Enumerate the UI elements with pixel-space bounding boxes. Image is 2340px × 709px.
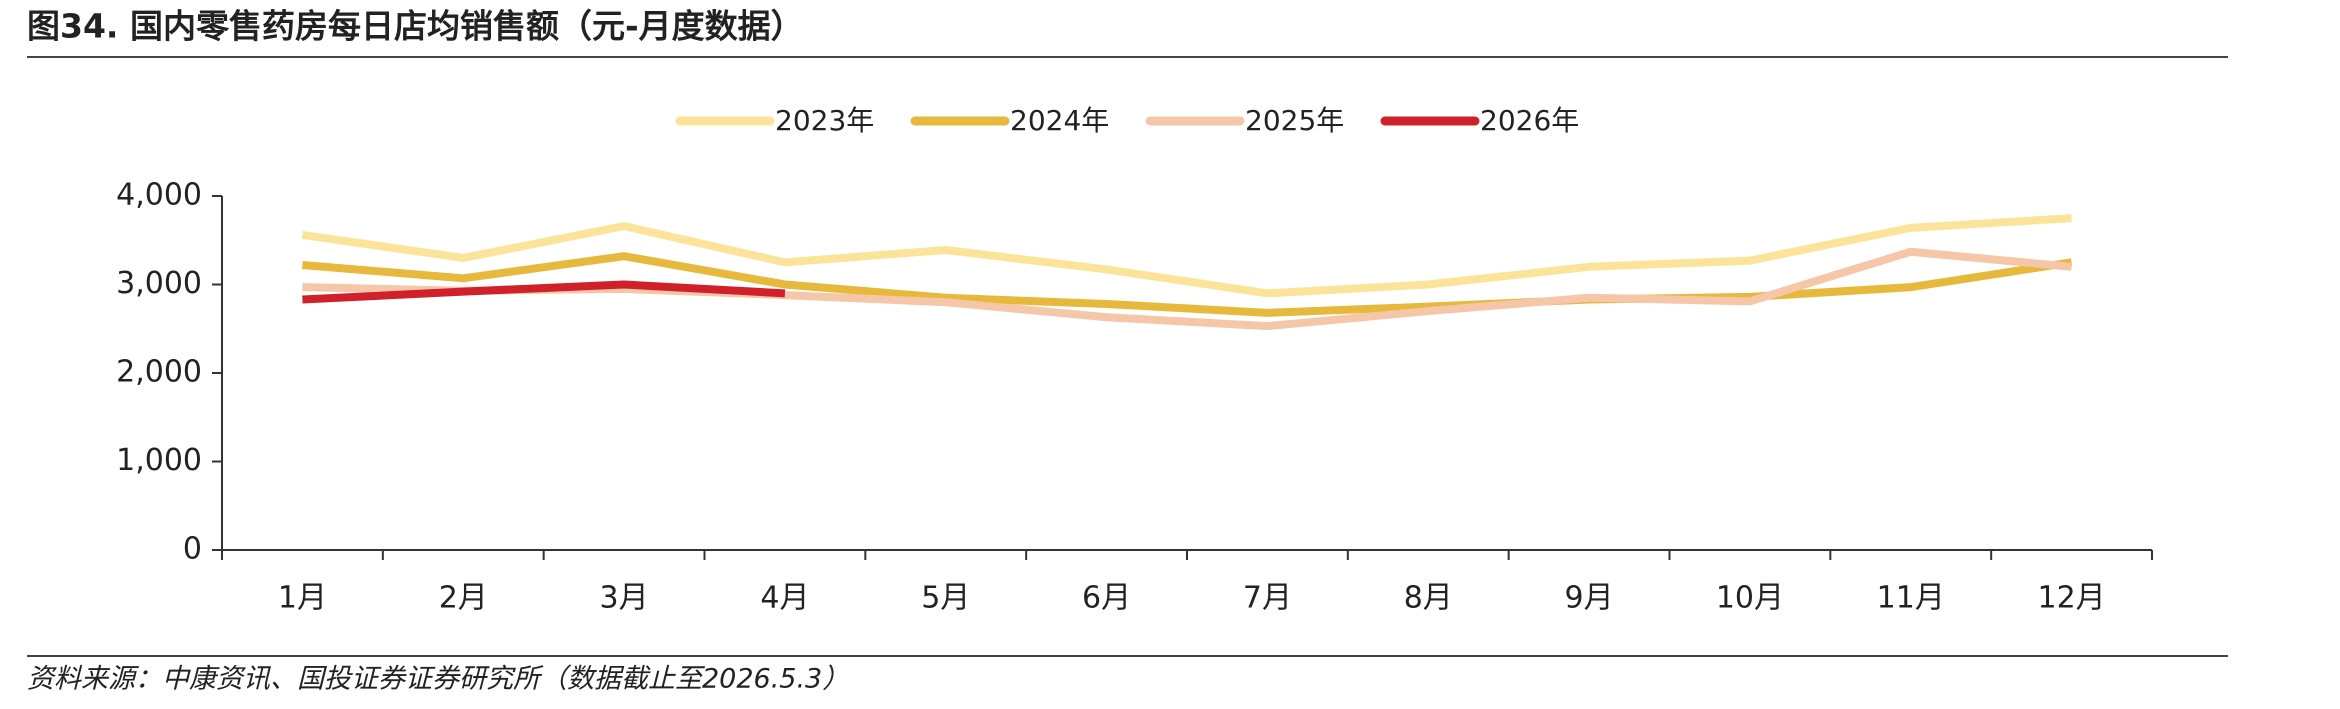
source: 资料来源：中康资讯、国投证券证券研究所（数据截止至2026.5.3） bbox=[27, 664, 849, 695]
x-tick-label: 6月 bbox=[1082, 581, 1131, 616]
x-tick-label: 10月 bbox=[1716, 581, 1784, 616]
x-tick-label: 11月 bbox=[1877, 581, 1945, 616]
x-tick-label: 12月 bbox=[2037, 581, 2105, 616]
x-tick-label: 7月 bbox=[1243, 581, 1292, 616]
x-tick-label: 3月 bbox=[600, 581, 649, 616]
y-tick-label: 3,000 bbox=[116, 266, 202, 301]
x-tick-label: 9月 bbox=[1565, 581, 1614, 616]
x-tick-label: 1月 bbox=[278, 581, 327, 616]
legend-label: 2025年 bbox=[1245, 104, 1344, 137]
x-tick-label: 2月 bbox=[439, 581, 488, 616]
y-tick-label: 4,000 bbox=[116, 178, 202, 213]
y-tick-label: 0 bbox=[183, 532, 202, 567]
y-tick-label: 1,000 bbox=[116, 443, 202, 478]
legend-label: 2024年 bbox=[1010, 104, 1109, 137]
x-tick-label: 4月 bbox=[760, 581, 809, 616]
chart-title: 图34. 国内零售药房每日店均销售额（元-月度数据） bbox=[27, 7, 804, 46]
series-line bbox=[301, 214, 2072, 298]
legend-label: 2026年 bbox=[1480, 104, 1579, 137]
series-line bbox=[302, 280, 786, 304]
y-tick-label: 2,000 bbox=[116, 355, 202, 390]
x-tick-label: 5月 bbox=[921, 581, 970, 616]
legend-label: 2023年 bbox=[775, 104, 874, 137]
x-tick-label: 8月 bbox=[1404, 581, 1453, 616]
